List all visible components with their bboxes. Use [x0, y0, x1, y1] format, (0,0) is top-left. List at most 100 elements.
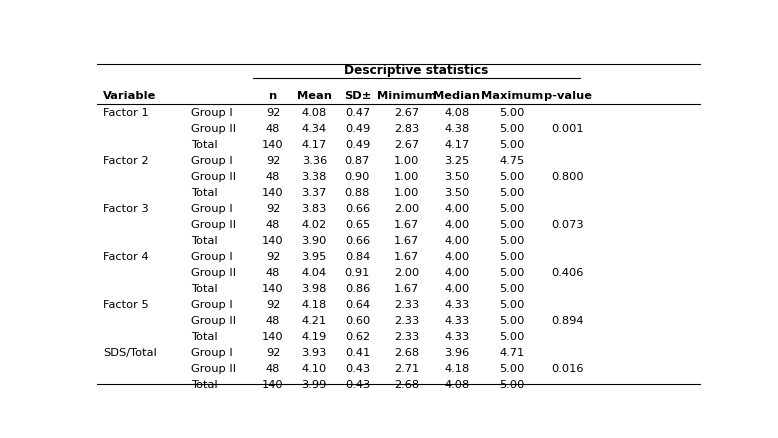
Text: Group II: Group II — [191, 220, 236, 230]
Text: 3.90: 3.90 — [302, 236, 327, 246]
Text: 0.43: 0.43 — [345, 364, 370, 374]
Text: 5.00: 5.00 — [499, 332, 524, 342]
Text: 92: 92 — [266, 348, 280, 358]
Text: Group I: Group I — [191, 348, 233, 358]
Text: 0.65: 0.65 — [345, 220, 370, 230]
Text: 4.33: 4.33 — [444, 332, 470, 342]
Text: Group II: Group II — [191, 268, 236, 278]
Text: 3.93: 3.93 — [302, 348, 327, 358]
Text: 2.67: 2.67 — [394, 108, 419, 118]
Text: Group II: Group II — [191, 124, 236, 134]
Text: SD±: SD± — [344, 92, 371, 101]
Text: 5.00: 5.00 — [499, 268, 524, 278]
Text: 4.17: 4.17 — [302, 140, 327, 150]
Text: Total: Total — [191, 140, 217, 150]
Text: 0.90: 0.90 — [345, 172, 370, 182]
Text: 0.800: 0.800 — [552, 172, 584, 182]
Text: 4.71: 4.71 — [499, 348, 524, 358]
Text: 2.67: 2.67 — [394, 140, 419, 150]
Text: 3.99: 3.99 — [302, 380, 327, 390]
Text: 0.87: 0.87 — [345, 156, 370, 166]
Text: 0.91: 0.91 — [345, 268, 370, 278]
Text: 2.33: 2.33 — [394, 332, 419, 342]
Text: 1.00: 1.00 — [394, 172, 419, 182]
Text: 140: 140 — [262, 236, 284, 246]
Text: 2.33: 2.33 — [394, 316, 419, 326]
Text: 1.00: 1.00 — [394, 156, 419, 166]
Text: 2.83: 2.83 — [394, 124, 419, 134]
Text: 3.50: 3.50 — [444, 188, 470, 198]
Text: 5.00: 5.00 — [499, 236, 524, 246]
Text: 2.00: 2.00 — [394, 268, 419, 278]
Text: 1.67: 1.67 — [394, 236, 419, 246]
Text: 3.37: 3.37 — [302, 188, 327, 198]
Text: SDS/Total: SDS/Total — [103, 348, 157, 358]
Text: 3.38: 3.38 — [302, 172, 327, 182]
Text: Median: Median — [433, 92, 481, 101]
Text: 2.71: 2.71 — [394, 364, 419, 374]
Text: 1.67: 1.67 — [394, 284, 419, 294]
Text: Descriptive statistics: Descriptive statistics — [344, 64, 489, 78]
Text: 48: 48 — [266, 220, 280, 230]
Text: 5.00: 5.00 — [499, 140, 524, 150]
Text: 2.00: 2.00 — [394, 204, 419, 214]
Text: 0.62: 0.62 — [345, 332, 370, 342]
Text: 0.60: 0.60 — [345, 316, 370, 326]
Text: Total: Total — [191, 332, 217, 342]
Text: 5.00: 5.00 — [499, 252, 524, 262]
Text: 5.00: 5.00 — [499, 108, 524, 118]
Text: 3.50: 3.50 — [444, 172, 470, 182]
Text: 4.18: 4.18 — [302, 300, 327, 310]
Text: 5.00: 5.00 — [499, 380, 524, 390]
Text: 5.00: 5.00 — [499, 284, 524, 294]
Text: 0.66: 0.66 — [345, 236, 370, 246]
Text: Factor 3: Factor 3 — [103, 204, 149, 214]
Text: 0.49: 0.49 — [345, 124, 370, 134]
Text: 0.86: 0.86 — [345, 284, 370, 294]
Text: 0.66: 0.66 — [345, 204, 370, 214]
Text: 2.33: 2.33 — [394, 300, 419, 310]
Text: 48: 48 — [266, 124, 280, 134]
Text: 92: 92 — [266, 108, 280, 118]
Text: 4.10: 4.10 — [302, 364, 327, 374]
Text: 1.00: 1.00 — [394, 188, 419, 198]
Text: Group II: Group II — [191, 316, 236, 326]
Text: 4.19: 4.19 — [302, 332, 327, 342]
Text: 1.67: 1.67 — [394, 220, 419, 230]
Text: 4.00: 4.00 — [444, 268, 470, 278]
Text: 0.406: 0.406 — [552, 268, 584, 278]
Text: Group I: Group I — [191, 204, 233, 214]
Text: 1.67: 1.67 — [394, 252, 419, 262]
Text: 4.75: 4.75 — [499, 156, 524, 166]
Text: 4.00: 4.00 — [444, 284, 470, 294]
Text: Factor 1: Factor 1 — [103, 108, 149, 118]
Text: 48: 48 — [266, 172, 280, 182]
Text: Group II: Group II — [191, 364, 236, 374]
Text: 3.25: 3.25 — [444, 156, 470, 166]
Text: 4.21: 4.21 — [302, 316, 327, 326]
Text: 5.00: 5.00 — [499, 220, 524, 230]
Text: Total: Total — [191, 380, 217, 390]
Text: Maximum: Maximum — [481, 92, 543, 101]
Text: 4.33: 4.33 — [444, 300, 470, 310]
Text: 5.00: 5.00 — [499, 316, 524, 326]
Text: 4.00: 4.00 — [444, 252, 470, 262]
Text: 4.08: 4.08 — [444, 380, 470, 390]
Text: 5.00: 5.00 — [499, 124, 524, 134]
Text: 0.49: 0.49 — [345, 140, 370, 150]
Text: n: n — [269, 92, 277, 101]
Text: Total: Total — [191, 236, 217, 246]
Text: 3.98: 3.98 — [302, 284, 327, 294]
Text: 4.00: 4.00 — [444, 236, 470, 246]
Text: 3.83: 3.83 — [302, 204, 327, 214]
Text: Mean: Mean — [297, 92, 331, 101]
Text: 0.84: 0.84 — [345, 252, 370, 262]
Text: 92: 92 — [266, 156, 280, 166]
Text: Factor 2: Factor 2 — [103, 156, 149, 166]
Text: 3.96: 3.96 — [444, 348, 470, 358]
Text: Variable: Variable — [103, 92, 156, 101]
Text: 4.02: 4.02 — [302, 220, 327, 230]
Text: 5.00: 5.00 — [499, 364, 524, 374]
Text: 0.001: 0.001 — [552, 124, 584, 134]
Text: 92: 92 — [266, 252, 280, 262]
